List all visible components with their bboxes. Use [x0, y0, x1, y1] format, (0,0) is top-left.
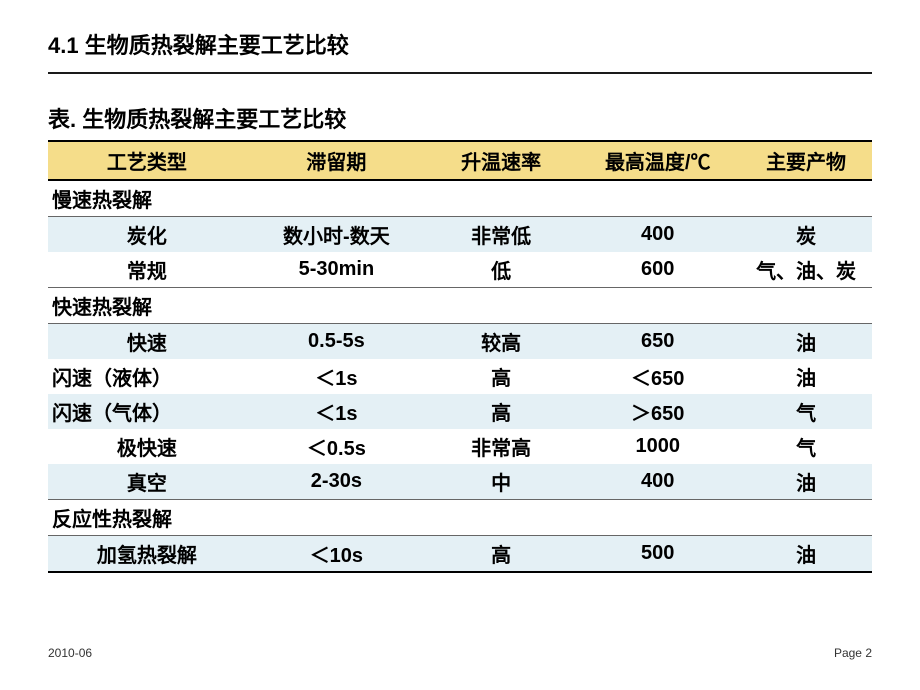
table-cell: 气、油、炭	[740, 252, 872, 288]
col-header: 滞留期	[246, 141, 427, 180]
table-cell: 较高	[427, 324, 575, 360]
table-cell: 极快速	[48, 429, 246, 464]
table-section-row: 慢速热裂解	[48, 180, 872, 217]
slide-page: 4.1 生物质热裂解主要工艺比较 表. 生物质热裂解主要工艺比较 工艺类型 滞留…	[0, 0, 920, 690]
table-row: 闪速（液体）＜1s高＜650油	[48, 359, 872, 394]
table-cell: 1000	[575, 429, 740, 464]
section-label: 慢速热裂解	[48, 180, 872, 217]
col-header: 最高温度/℃	[575, 141, 740, 180]
table-cell: 油	[740, 536, 872, 573]
table-cell: ＜10s	[246, 536, 427, 573]
table-row: 真空2-30s中400油	[48, 464, 872, 500]
table-cell: 闪速（气体）	[48, 394, 246, 429]
table-row: 加氢热裂解＜10s高500油	[48, 536, 872, 573]
comparison-table: 工艺类型 滞留期 升温速率 最高温度/℃ 主要产物 慢速热裂解炭化数小时-数天非…	[48, 140, 872, 573]
table-cell: 650	[575, 324, 740, 360]
section-title: 4.1 生物质热裂解主要工艺比较	[48, 28, 872, 60]
table-cell: 高	[427, 359, 575, 394]
section-label: 快速热裂解	[48, 288, 872, 324]
table-section-row: 反应性热裂解	[48, 500, 872, 536]
table-section-row: 快速热裂解	[48, 288, 872, 324]
table-cell: 非常低	[427, 217, 575, 253]
table-cell: ＜650	[575, 359, 740, 394]
table-cell: 0.5-5s	[246, 324, 427, 360]
table-cell: ＜1s	[246, 394, 427, 429]
section-label: 反应性热裂解	[48, 500, 872, 536]
table-cell: 5-30min	[246, 252, 427, 288]
col-header: 工艺类型	[48, 141, 246, 180]
table-cell: ＜0.5s	[246, 429, 427, 464]
table-row: 炭化数小时-数天非常低400炭	[48, 217, 872, 253]
table-cell: 2-30s	[246, 464, 427, 500]
table-cell: 油	[740, 324, 872, 360]
table-cell: 400	[575, 217, 740, 253]
footer-page: Page 2	[834, 646, 872, 660]
table-cell: 快速	[48, 324, 246, 360]
title-rule	[48, 72, 872, 74]
table-body: 慢速热裂解炭化数小时-数天非常低400炭常规5-30min低600气、油、炭快速…	[48, 180, 872, 572]
table-cell: 加氢热裂解	[48, 536, 246, 573]
table-row: 极快速＜0.5s非常高1000气	[48, 429, 872, 464]
table-cell: 400	[575, 464, 740, 500]
table-cell: 非常高	[427, 429, 575, 464]
table-cell: 炭化	[48, 217, 246, 253]
footer: 2010-06 Page 2	[48, 646, 872, 660]
table-cell: 600	[575, 252, 740, 288]
table-cell: 油	[740, 359, 872, 394]
table-cell: 真空	[48, 464, 246, 500]
table-cell: 油	[740, 464, 872, 500]
table-cell: 高	[427, 394, 575, 429]
table-cell: 高	[427, 536, 575, 573]
table-cell: ＜1s	[246, 359, 427, 394]
table-row: 闪速（气体）＜1s高＞650气	[48, 394, 872, 429]
table-cell: 数小时-数天	[246, 217, 427, 253]
table-cell: 常规	[48, 252, 246, 288]
table-cell: 低	[427, 252, 575, 288]
table-cell: 中	[427, 464, 575, 500]
table-cell: 气	[740, 394, 872, 429]
table-cell: 炭	[740, 217, 872, 253]
table-cell: 气	[740, 429, 872, 464]
footer-date: 2010-06	[48, 646, 92, 660]
table-row: 常规5-30min低600气、油、炭	[48, 252, 872, 288]
table-cell: 500	[575, 536, 740, 573]
table-header-row: 工艺类型 滞留期 升温速率 最高温度/℃ 主要产物	[48, 141, 872, 180]
table-cell: ＞650	[575, 394, 740, 429]
col-header: 升温速率	[427, 141, 575, 180]
table-caption: 表. 生物质热裂解主要工艺比较	[48, 102, 872, 134]
table-row: 快速0.5-5s较高650油	[48, 324, 872, 360]
table-cell: 闪速（液体）	[48, 359, 246, 394]
col-header: 主要产物	[740, 141, 872, 180]
